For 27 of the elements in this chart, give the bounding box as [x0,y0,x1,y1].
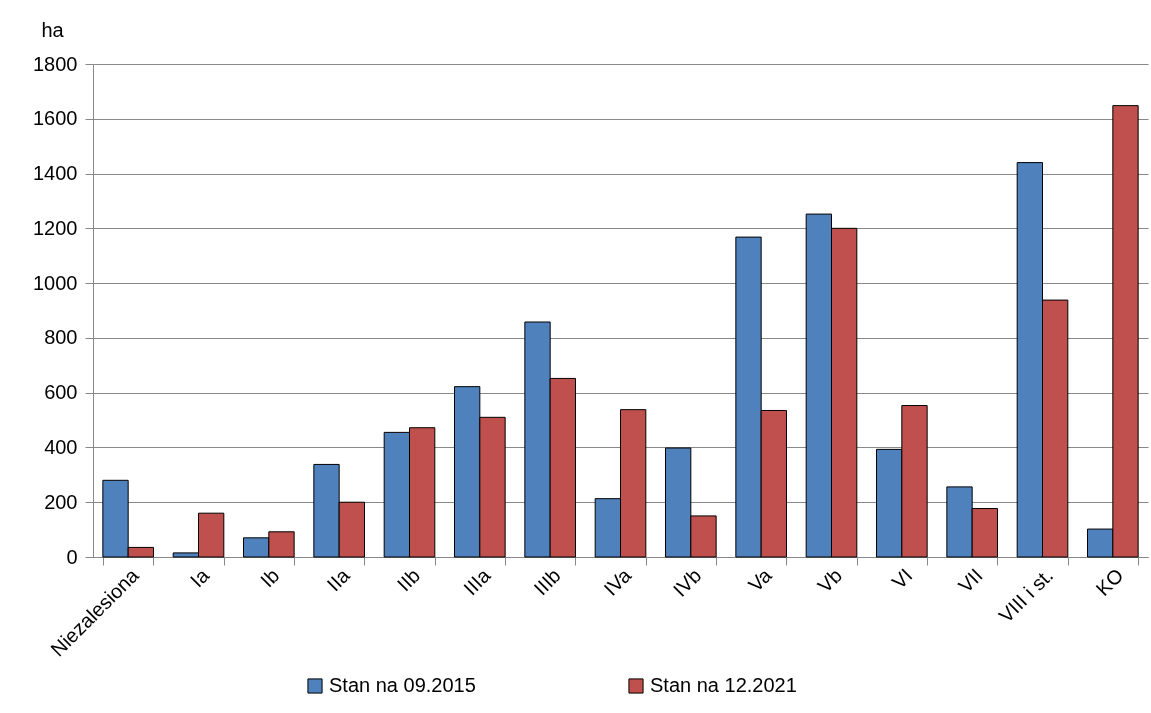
legend-label: Stan na 09.2015 [329,674,476,696]
y-tick-label: 1000 [33,271,78,294]
y-tick-label: 200 [44,490,78,513]
x-tick-label: Ia [185,563,214,592]
x-tick-label: KO [1091,564,1128,601]
y-tick-label: 0 [66,545,78,568]
legend-label: Stan na 12.2021 [650,674,797,696]
x-tick-label: IVa [599,563,636,600]
x-tick-label: Va [744,563,777,596]
x-tick-label: IIa [322,563,355,596]
x-tick-label: VI [887,564,917,594]
y-tick-label: 1200 [33,216,78,239]
x-tick-label: VIII i st. [994,564,1058,627]
y-tick-label: 1600 [33,107,78,130]
x-tick-label: IIIb [529,564,565,600]
x-tick-label: Vb [813,564,847,597]
y-axis-title: ha [41,18,65,41]
y-tick-label: 1800 [33,52,78,75]
x-tick-label: IIIa [459,563,496,600]
y-tick-label: 400 [44,435,78,458]
x-tick-label: VII [953,564,987,597]
x-tick-label: IIb [392,564,425,596]
x-tick-label: IVb [668,564,706,601]
y-tick-label: 1400 [33,162,78,185]
x-tick-label: Ib [256,564,284,592]
y-tick-label: 600 [44,381,78,404]
y-tick-label: 800 [44,326,78,349]
